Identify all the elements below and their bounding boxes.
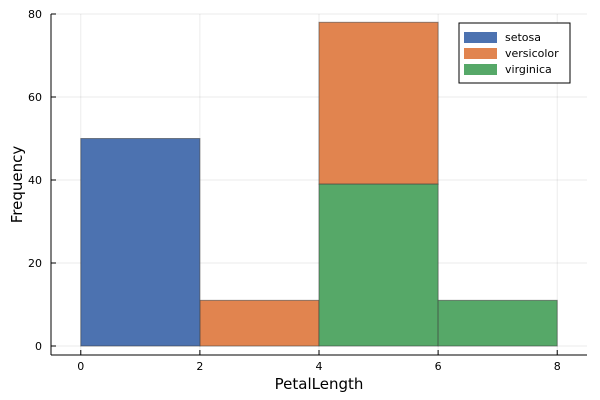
x-tick-label: 6 xyxy=(435,360,442,373)
bars xyxy=(80,21,558,347)
x-tick-label: 2 xyxy=(196,360,203,373)
x-axis-title: PetalLength xyxy=(275,375,364,393)
bar-versicolor xyxy=(199,299,320,347)
y-axis-title: Frequency xyxy=(8,146,26,224)
y-tick-label: 40 xyxy=(28,174,42,187)
x-tick-label: 0 xyxy=(77,360,84,373)
legend-swatch-versicolor xyxy=(464,48,497,59)
legend-label-virginica: virginica xyxy=(505,63,552,76)
legend-label-setosa: setosa xyxy=(505,31,541,44)
legend-swatch-setosa xyxy=(464,32,497,43)
bar-virginica xyxy=(318,183,439,347)
legend-label-versicolor: versicolor xyxy=(505,47,559,60)
x-tick-label: 8 xyxy=(554,360,561,373)
y-tick-label: 20 xyxy=(28,257,42,270)
y-tick-label: 0 xyxy=(35,340,42,353)
x-tick-label: 4 xyxy=(316,360,323,373)
legend: setosa versicolor virginica xyxy=(458,22,571,84)
bar-virginica xyxy=(437,299,558,347)
y-tick-label: 60 xyxy=(28,91,42,104)
bar-setosa xyxy=(80,138,201,347)
bar-versicolor xyxy=(318,21,439,185)
legend-swatch-virginica xyxy=(464,64,497,75)
y-tick-label: 80 xyxy=(28,8,42,21)
